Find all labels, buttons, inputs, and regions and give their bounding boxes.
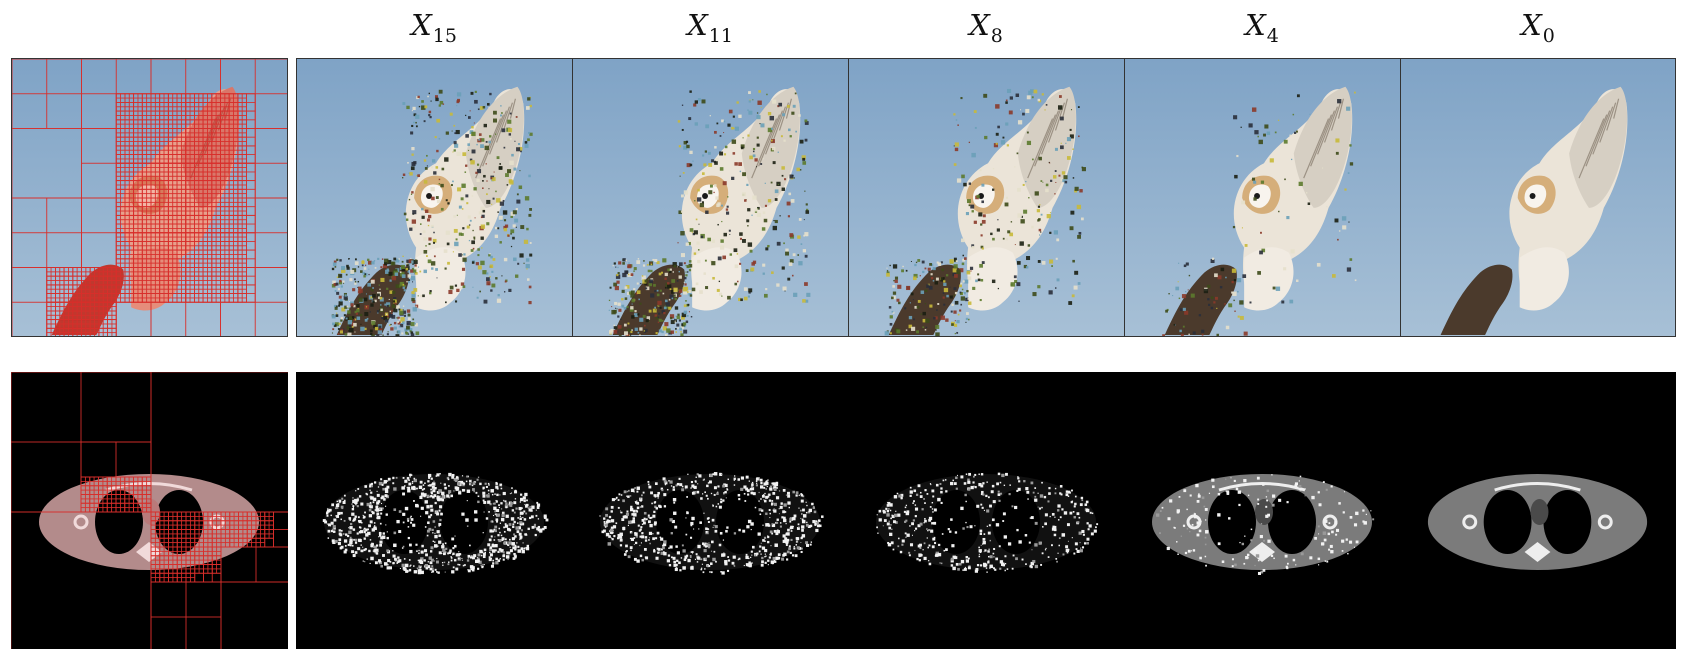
ct-sample-x0 [1400,372,1676,649]
ct-quadtree-overlay [11,372,288,649]
label-sub: 11 [708,25,733,47]
label-sub: 0 [1542,25,1555,47]
column-label-x8: X8 [848,8,1124,47]
label-sub: 8 [990,25,1003,47]
owl-sample-x8 [848,58,1125,337]
column-label-x15: X15 [296,8,572,47]
owl-sample-x0 [1400,58,1676,337]
label-var: X [411,8,432,42]
ct-sample-x8 [848,372,1125,649]
label-sub: 4 [1266,25,1279,47]
label-var: X [969,8,990,42]
ct-sample-x4 [1124,372,1401,649]
label-var: X [1245,8,1266,42]
column-label-x4: X4 [1124,8,1400,47]
column-label-x0: X0 [1400,8,1676,47]
owl-sample-x4 [1124,58,1401,337]
owl-sample-x11 [572,58,849,337]
label-sub: 15 [432,25,457,47]
ct-sample-x15 [296,372,573,649]
owl-quadtree-overlay [11,58,288,337]
label-var: X [687,8,708,42]
column-label-x11: X11 [572,8,848,47]
ct-sample-x11 [572,372,849,649]
label-var: X [1521,8,1542,42]
owl-sample-x15 [296,58,573,337]
